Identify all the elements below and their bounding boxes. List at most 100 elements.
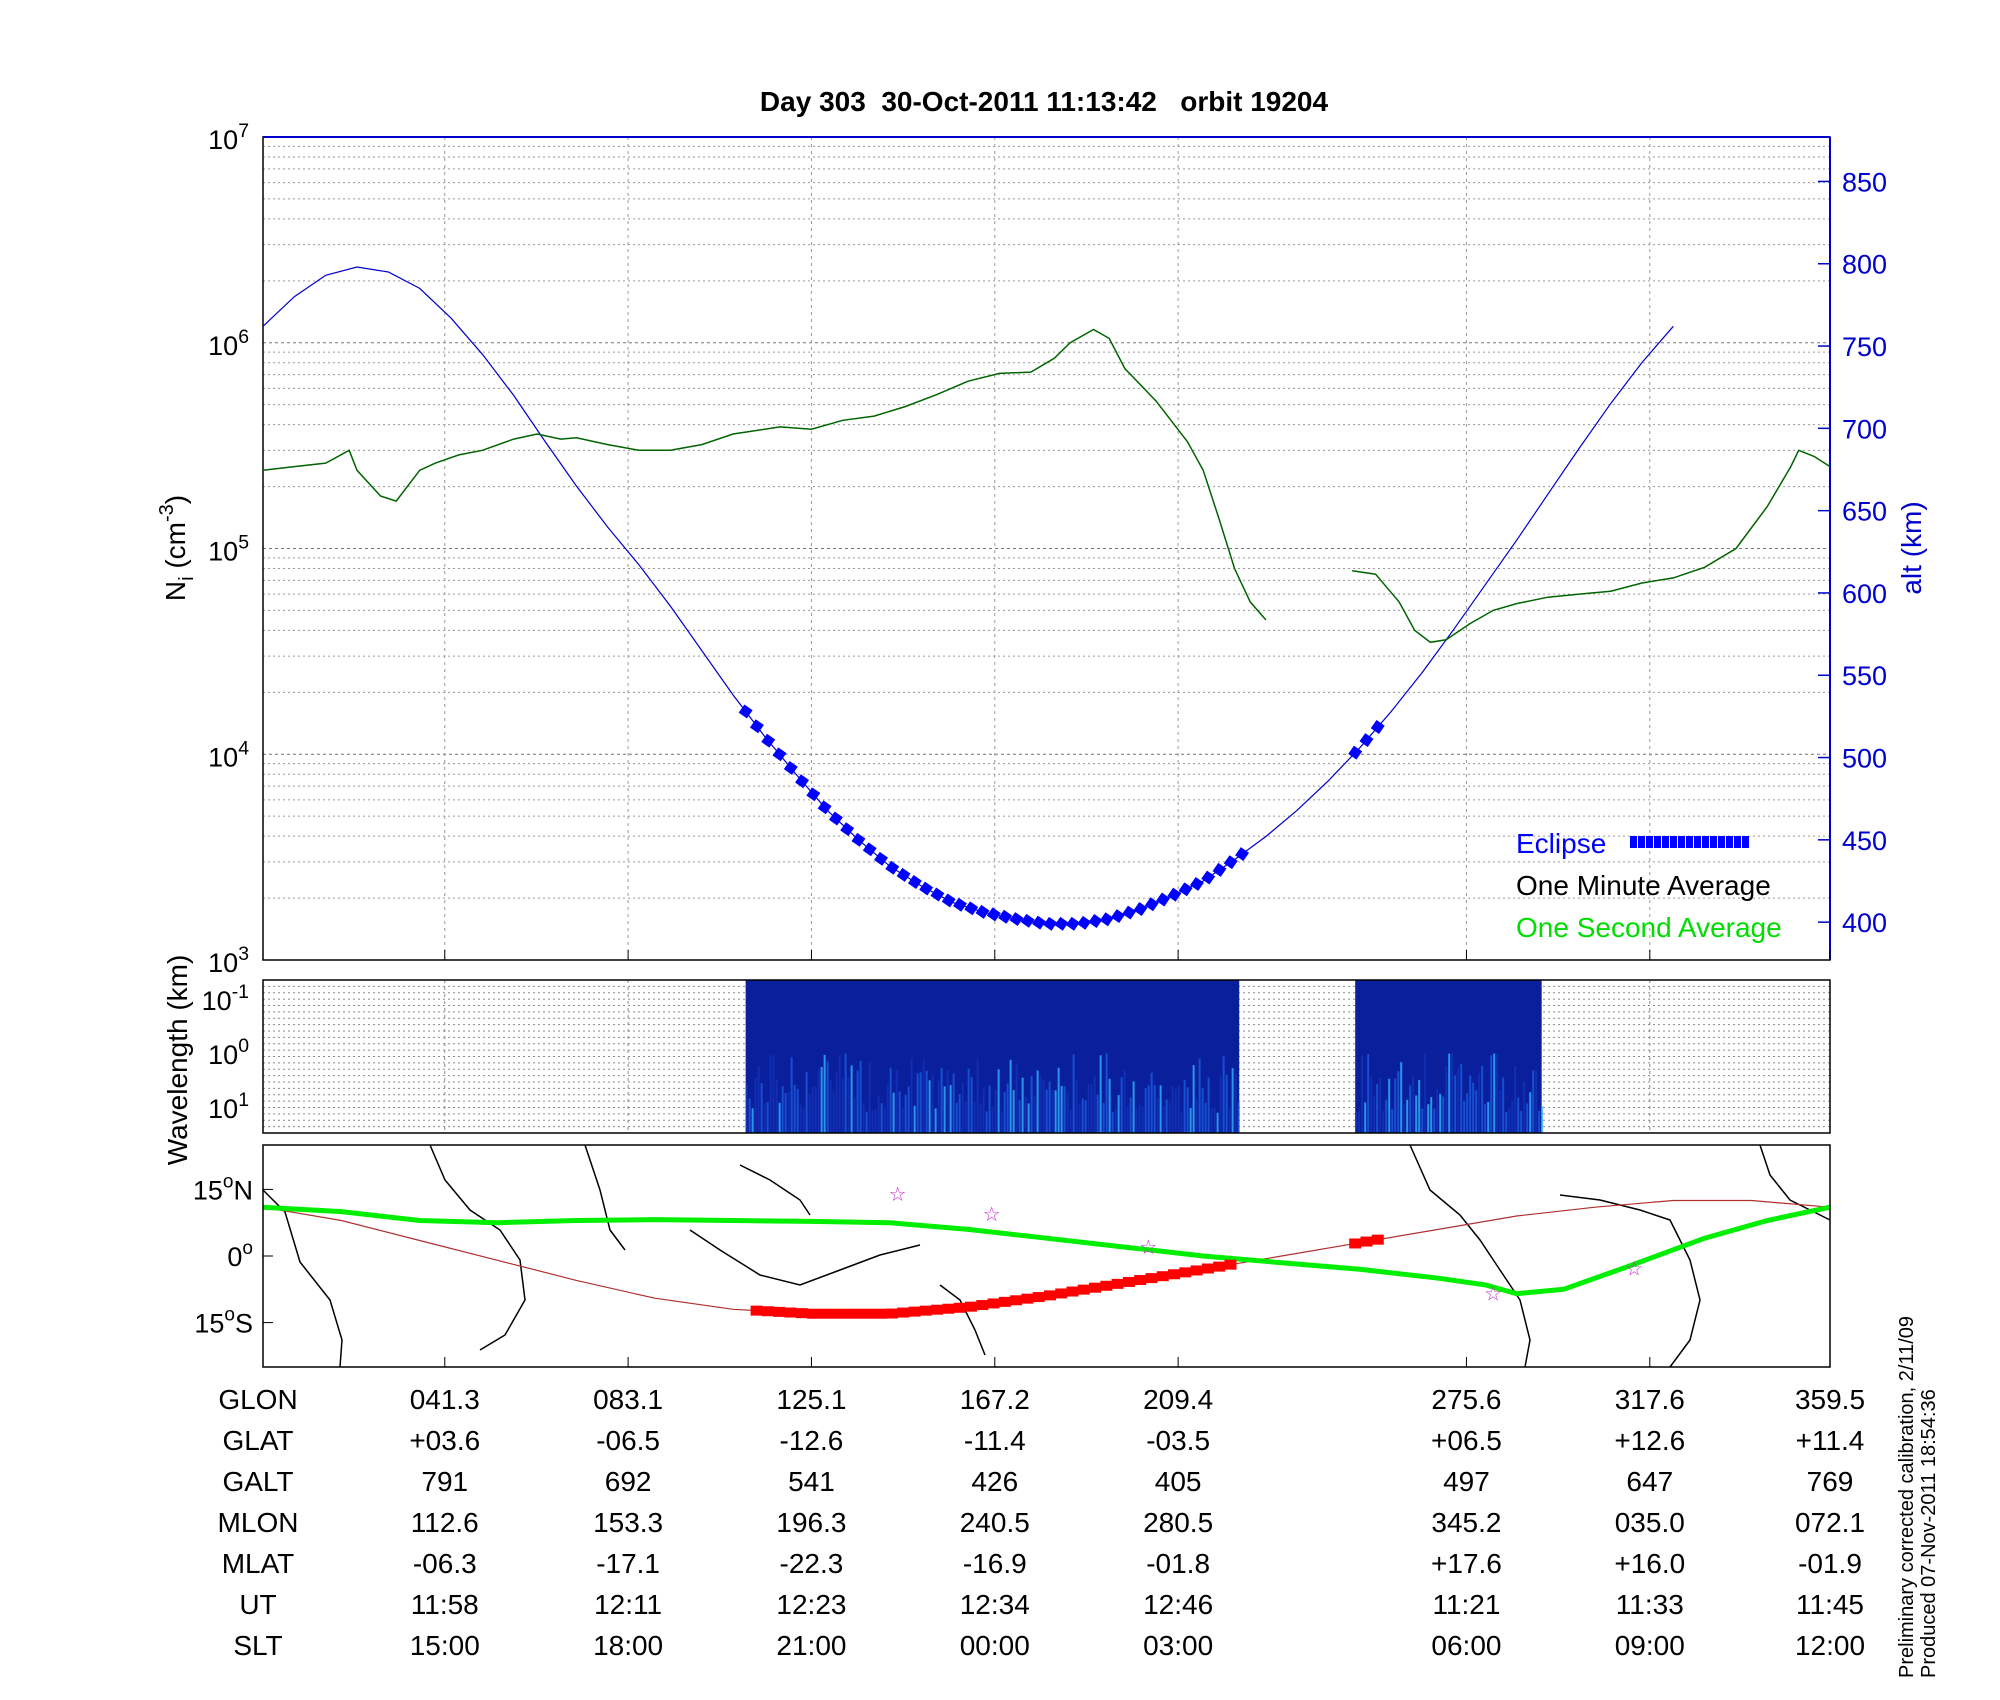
y-axis-label: Ni (cm-3) [156, 495, 198, 601]
spectrogram-streak [1397, 1071, 1400, 1133]
spectrogram-streak [1394, 1078, 1397, 1133]
eclipse-marker [1065, 916, 1080, 931]
spectrogram-streak [928, 1080, 931, 1133]
spectrogram-streak [871, 1109, 874, 1133]
coastline [584, 1144, 626, 1251]
eclipse-track-marker [840, 1308, 853, 1319]
spectrogram-streak [958, 1094, 961, 1133]
y2-tick-label: 450 [1842, 826, 1887, 856]
spectrogram-streak [937, 1079, 940, 1133]
table-cell: -12.6 [779, 1425, 844, 1456]
spectrogram-streak [1505, 1111, 1508, 1133]
legend-eclipse-swatch [1638, 836, 1645, 848]
spectrogram-streak [1078, 1103, 1081, 1133]
map-y-tick-label: 0o [227, 1238, 253, 1272]
spectrogram-streak [844, 1053, 847, 1133]
eclipse-track-marker [1066, 1286, 1079, 1297]
legend-eclipse-swatch [1694, 836, 1701, 848]
spectrogram-streak [1096, 1094, 1099, 1133]
eclipse-marker [1088, 914, 1103, 928]
spectrogram-streak [883, 1107, 886, 1133]
eclipse-track-marker [1156, 1271, 1169, 1282]
spectrogram-streak [1150, 1072, 1153, 1133]
spectrogram-streak [1222, 1056, 1225, 1133]
spectrogram-streak [1081, 1098, 1084, 1133]
eclipse-track-marker [750, 1305, 763, 1316]
eclipse-marker [1144, 897, 1159, 912]
eclipse-marker [840, 822, 855, 837]
spectrogram-streak [1204, 1102, 1207, 1133]
spectrogram-streak [826, 1061, 829, 1133]
spectrogram-streak [1538, 1110, 1541, 1133]
y2-tick-label: 700 [1842, 414, 1887, 444]
table-cell: 692 [604, 1466, 652, 1497]
spectrogram-streak [1403, 1104, 1406, 1133]
eclipse-marker [1043, 916, 1058, 931]
spectrogram-streak [760, 1083, 763, 1133]
spectrogram-streak [1132, 1081, 1135, 1133]
eclipse-marker [1020, 913, 1035, 928]
table-cell: 072.1 [1794, 1507, 1866, 1538]
spectrogram-streak [1051, 1089, 1054, 1133]
density-line [1351, 449, 1831, 644]
spectrogram-streak [1009, 1059, 1012, 1133]
spectrogram-streak [1487, 1102, 1490, 1133]
eclipse-marker [975, 904, 990, 919]
spectrogram-streak [892, 1092, 895, 1133]
table-cell: +11.4 [1795, 1425, 1865, 1456]
spectrogram-streak [1421, 1108, 1424, 1133]
table-cell: 18:00 [593, 1630, 664, 1661]
spectrogram-streak [1159, 1085, 1162, 1133]
spectrogram-streak [925, 1070, 928, 1133]
spectrogram-streak [1409, 1085, 1412, 1133]
spectrogram-streak [955, 1102, 958, 1133]
spectrogram-streak [1400, 1062, 1403, 1133]
spectrogram-streak [1135, 1107, 1138, 1133]
table-row-label: GLON [218, 1384, 298, 1415]
spectrogram-streak [1198, 1058, 1201, 1133]
spectrogram-streak [1448, 1053, 1451, 1133]
spectrogram-streak [913, 1105, 916, 1133]
table-cell: -17.1 [596, 1548, 661, 1579]
spectrogram-streak [787, 1091, 790, 1133]
spectrogram-streak [1075, 1080, 1078, 1133]
eclipse-marker [851, 832, 866, 847]
spectrogram-streak [850, 1065, 853, 1133]
spectrogram-streak [1451, 1053, 1454, 1133]
spectrogram-streak [904, 1094, 907, 1133]
legend-eclipse-swatch [1702, 836, 1709, 848]
spectrogram-streak [1499, 1089, 1502, 1133]
spectrogram-streak [1138, 1104, 1141, 1133]
eclipse-marker [874, 851, 888, 866]
spectrogram-streak [1123, 1070, 1126, 1133]
eclipse-marker [930, 887, 945, 902]
y-tick-label: 106 [208, 326, 249, 361]
spectrogram-streak [1183, 1080, 1186, 1133]
eclipse-marker [1189, 876, 1204, 891]
table-cell: -06.3 [412, 1548, 477, 1579]
table-cell: -11.4 [963, 1425, 1026, 1456]
coastline [939, 1284, 986, 1356]
coastline [739, 1164, 811, 1216]
spectrogram-streak [961, 1082, 964, 1133]
chart-title: Day 303 30-Oct-2011 11:13:42 orbit 19204 [759, 86, 1329, 117]
eclipse-track-marker [1043, 1290, 1056, 1301]
spectrogram-streak [820, 1067, 823, 1133]
table-cell: 196.3 [776, 1507, 847, 1538]
spectrogram-streak [790, 1057, 793, 1133]
spectrogram-streak [1388, 1078, 1391, 1133]
spectrogram-streak [814, 1086, 817, 1133]
spectrogram-streak [985, 1111, 988, 1133]
spectrogram-streak [1045, 1089, 1048, 1133]
spectrogram-streak [1517, 1097, 1520, 1133]
star-icon: ☆ [1139, 1235, 1157, 1259]
spectrogram-streak [778, 1102, 781, 1133]
spectrogram-streak [847, 1077, 850, 1133]
y-tick-label: 105 [208, 532, 249, 567]
table-cell: 12:46 [1143, 1589, 1214, 1620]
table-cell: 112.6 [410, 1507, 479, 1538]
spectrogram-streak [1427, 1104, 1430, 1133]
eclipse-track-marker [1145, 1273, 1158, 1284]
eclipse-track-marker [942, 1303, 955, 1314]
spectrogram-streak [1108, 1078, 1111, 1133]
